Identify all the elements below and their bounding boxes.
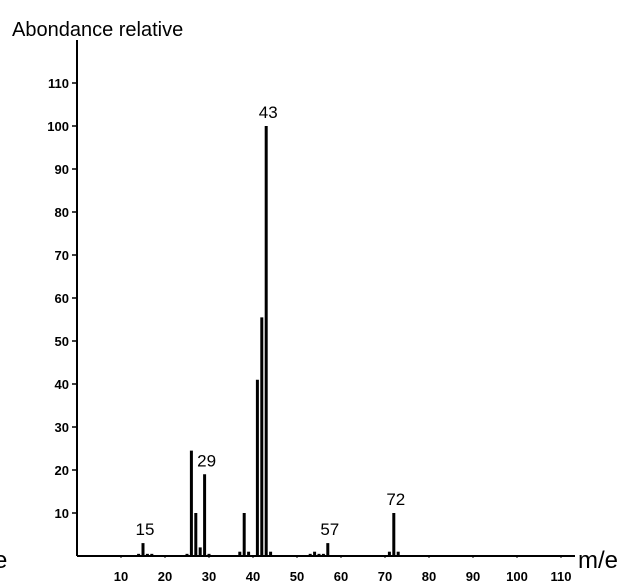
x-tick-label: 70 bbox=[378, 569, 392, 584]
peak-label-72: 72 bbox=[386, 490, 405, 509]
y-tick-label: 90 bbox=[55, 162, 69, 177]
y-tick-label: 100 bbox=[47, 119, 69, 134]
peak-label-15: 15 bbox=[136, 520, 155, 539]
y-tick-label: 40 bbox=[55, 377, 69, 392]
y-tick-label: 50 bbox=[55, 334, 69, 349]
x-tick-label: 10 bbox=[114, 569, 128, 584]
x-tick-label: 80 bbox=[422, 569, 436, 584]
x-tick-label: 110 bbox=[551, 569, 572, 584]
y-axis-ticks: 10 20 30 40 50 60 70 80 90 100 110 bbox=[47, 76, 77, 521]
x-tick-label: 20 bbox=[158, 569, 172, 584]
y-axis-title: Abondance relative bbox=[12, 19, 183, 41]
x-tick-label: 30 bbox=[202, 569, 216, 584]
y-tick-label: 10 bbox=[55, 506, 69, 521]
y-tick-label: 70 bbox=[55, 248, 69, 263]
x-tick-label: 60 bbox=[334, 569, 348, 584]
x-tick-label: 100 bbox=[506, 569, 528, 584]
x-tick-label: 50 bbox=[290, 569, 304, 584]
x-tick-label: 90 bbox=[466, 569, 480, 584]
peak-label-29: 29 bbox=[197, 451, 216, 470]
y-tick-label: 110 bbox=[48, 76, 69, 91]
x-axis-title: m/e bbox=[578, 547, 618, 574]
y-tick-label: 30 bbox=[55, 420, 69, 435]
peak-label-43: 43 bbox=[259, 103, 278, 122]
y-tick-label: 20 bbox=[55, 463, 69, 478]
y-tick-label: 80 bbox=[55, 205, 69, 220]
x-axis-ticks: 10 20 30 40 50 60 70 80 90 100 110 bbox=[114, 556, 572, 584]
peak-label-57: 57 bbox=[320, 520, 339, 539]
left-edge-label-fragment: e bbox=[0, 547, 7, 574]
peak-labels: 15 29 43 57 72 bbox=[136, 103, 406, 539]
peak-bars bbox=[137, 126, 400, 556]
y-tick-label: 60 bbox=[55, 291, 69, 306]
x-tick-label: 40 bbox=[246, 569, 260, 584]
